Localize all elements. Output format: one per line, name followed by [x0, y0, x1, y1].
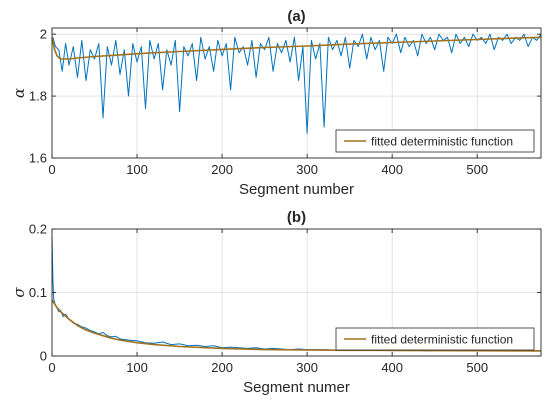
x-tick-label-b-2: 200	[211, 360, 233, 375]
x-tick-label-a-3: 300	[296, 162, 318, 177]
x-tick-label-b-0: 0	[48, 360, 55, 375]
x-tick-label-a-1: 100	[126, 162, 148, 177]
x-tick-label-a-0: 0	[48, 162, 55, 177]
y-tick-label-a-0: 1.6	[29, 151, 47, 166]
panel-a: 0 100 200 300 400 500 1.6 1.8 2 (a) Segment number…	[10, 8, 542, 198]
legend-label-b: fitted deterministic function	[371, 333, 513, 347]
legend-box-b	[335, 327, 535, 351]
y-tick-label-b-1: 0.1	[29, 285, 47, 300]
x-axis-label-b: Segment numer	[243, 379, 350, 396]
fitted-line-a	[51, 36, 542, 60]
x-tick-label-a-2: 200	[211, 162, 233, 177]
chart-title-a: (a)	[287, 8, 305, 25]
y-tick-label-b-0: 0	[40, 349, 47, 364]
x-tick-label-b-5: 500	[466, 360, 488, 375]
x-axis-label-a: Segment number	[239, 181, 354, 198]
panel-b: 0 100 200 300 400 500 0 0.1 0.2 (b) Segment numer σ…	[10, 209, 542, 396]
legend-b: fitted deterministic function	[335, 327, 535, 351]
y-tick-label-a-1: 1.8	[29, 89, 47, 104]
y-axis-label-a: α	[10, 88, 28, 98]
legend-a: fitted deterministic function	[335, 129, 535, 153]
x-tick-label-a-4: 400	[381, 162, 403, 177]
legend-label-a: fitted deterministic function	[371, 135, 513, 149]
legend-box-a	[335, 129, 535, 153]
y-axis-label-b: σ	[10, 287, 28, 298]
x-tick-label-b-4: 400	[381, 360, 403, 375]
x-tick-label-a-5: 500	[466, 162, 488, 177]
chart-title-b: (b)	[287, 209, 306, 226]
y-tick-label-b-2: 0.2	[29, 222, 47, 237]
y-tick-label-a-2: 2	[40, 27, 47, 42]
axes-frame-a	[51, 27, 542, 159]
x-tick-label-b-3: 300	[296, 360, 318, 375]
x-tick-label-b-1: 100	[126, 360, 148, 375]
